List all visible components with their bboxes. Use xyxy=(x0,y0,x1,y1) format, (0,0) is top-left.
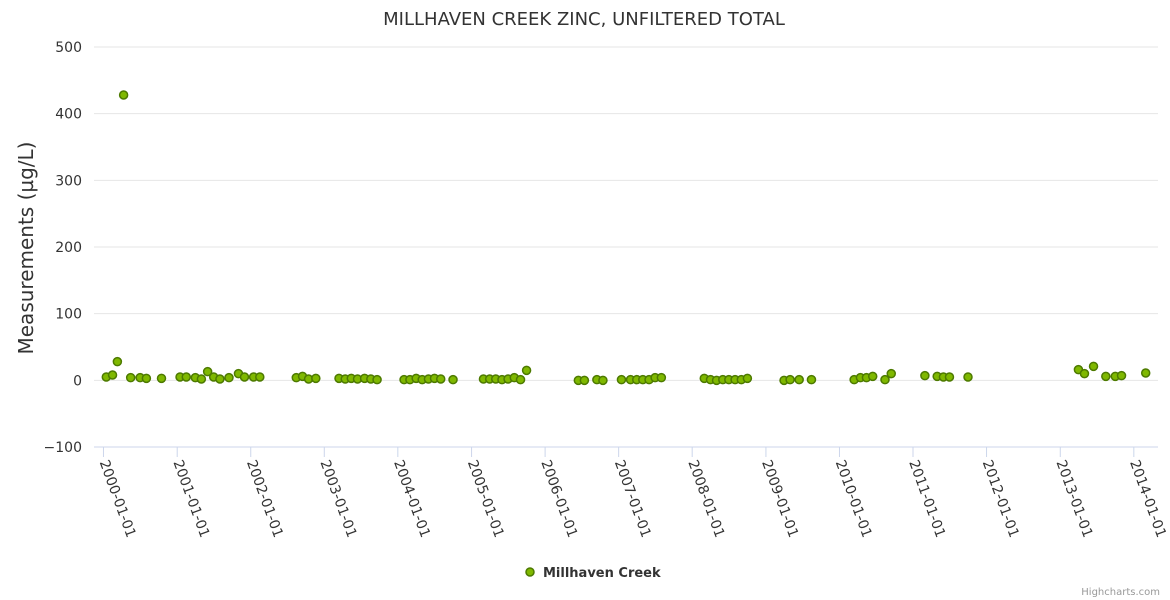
data-point[interactable] xyxy=(181,372,192,382)
data-point[interactable] xyxy=(598,375,608,386)
x-tick-label: 2005-01-01 xyxy=(464,458,507,540)
data-point[interactable] xyxy=(521,365,532,376)
legend[interactable]: Millhaven Creek xyxy=(525,566,661,581)
data-point[interactable] xyxy=(1116,370,1127,381)
data-point[interactable] xyxy=(944,372,955,382)
y-tick-label: 100 xyxy=(55,307,82,323)
data-point[interactable] xyxy=(656,372,667,383)
data-point[interactable] xyxy=(372,374,382,385)
x-tick-label: 2006-01-01 xyxy=(537,458,580,540)
y-tick-label: 0 xyxy=(73,373,82,389)
data-point[interactable] xyxy=(448,374,458,385)
data-point[interactable] xyxy=(196,374,207,384)
data-point[interactable] xyxy=(794,374,804,385)
data-point[interactable] xyxy=(806,374,817,385)
data-point[interactable] xyxy=(156,373,167,384)
highcharts-credit[interactable]: Highcharts.com xyxy=(1081,587,1160,598)
y-tick-label: 500 xyxy=(55,40,82,56)
chart-title: MILLHAVEN CREEK ZINC, UNFILTERED TOTAL xyxy=(383,9,785,30)
y-tick-label: 300 xyxy=(55,173,82,189)
data-point[interactable] xyxy=(920,370,930,381)
data-point[interactable] xyxy=(579,375,590,386)
data-point[interactable] xyxy=(742,373,753,384)
data-point[interactable] xyxy=(107,370,118,380)
y-tick-label: 400 xyxy=(55,107,82,123)
data-point[interactable] xyxy=(867,371,878,382)
y-axis-ticks: −100 0 100 200 300 400 500 xyxy=(44,40,82,456)
data-point[interactable] xyxy=(785,374,795,385)
x-tick-label: 2003-01-01 xyxy=(317,458,360,540)
data-point[interactable] xyxy=(1140,368,1151,378)
data-point[interactable] xyxy=(435,374,446,384)
y-tick-label: −100 xyxy=(44,440,82,456)
data-point[interactable] xyxy=(239,372,250,382)
data-point[interactable] xyxy=(963,372,973,382)
data-point[interactable] xyxy=(880,374,890,385)
x-tick-label: 2012-01-01 xyxy=(979,458,1022,540)
data-point[interactable] xyxy=(125,372,136,383)
data-point[interactable] xyxy=(311,373,321,384)
x-tick-label: 2014-01-01 xyxy=(1126,458,1169,540)
x-tick-label: 2013-01-01 xyxy=(1053,458,1096,540)
data-point[interactable] xyxy=(202,366,213,377)
x-tick-label: 2000-01-01 xyxy=(96,458,139,540)
data-point[interactable] xyxy=(255,372,265,382)
data-point[interactable] xyxy=(1079,368,1090,379)
data-points xyxy=(101,90,1151,386)
legend-marker xyxy=(525,567,535,577)
x-tick-label: 2007-01-01 xyxy=(611,458,654,540)
data-point[interactable] xyxy=(886,368,896,379)
x-tick-label: 2008-01-01 xyxy=(684,458,727,540)
x-tick-label: 2001-01-01 xyxy=(169,458,212,540)
data-point[interactable] xyxy=(141,373,152,384)
y-tick-label: 200 xyxy=(55,240,82,256)
gridlines xyxy=(94,46,1158,381)
x-tick-label: 2011-01-01 xyxy=(905,458,948,540)
x-tick-label: 2010-01-01 xyxy=(832,458,875,540)
y-axis-label: Measurements (µg/L) xyxy=(14,142,38,355)
data-point[interactable] xyxy=(215,374,225,384)
data-point[interactable] xyxy=(1101,371,1111,382)
data-point[interactable] xyxy=(1088,361,1099,372)
x-tick-label: 2009-01-01 xyxy=(758,458,801,540)
legend-label-millhaven-creek[interactable]: Millhaven Creek xyxy=(543,566,661,581)
data-point[interactable] xyxy=(224,372,234,383)
x-axis-ticks: 2000-01-01 2001-01-01 2002-01-01 2003-01-01… xyxy=(96,447,1169,540)
data-point[interactable] xyxy=(515,374,526,385)
x-tick-label: 2002-01-01 xyxy=(243,458,286,540)
data-point[interactable] xyxy=(118,90,129,100)
data-point[interactable] xyxy=(112,356,123,367)
data-point[interactable] xyxy=(616,374,627,385)
x-tick-label: 2004-01-01 xyxy=(390,458,433,540)
